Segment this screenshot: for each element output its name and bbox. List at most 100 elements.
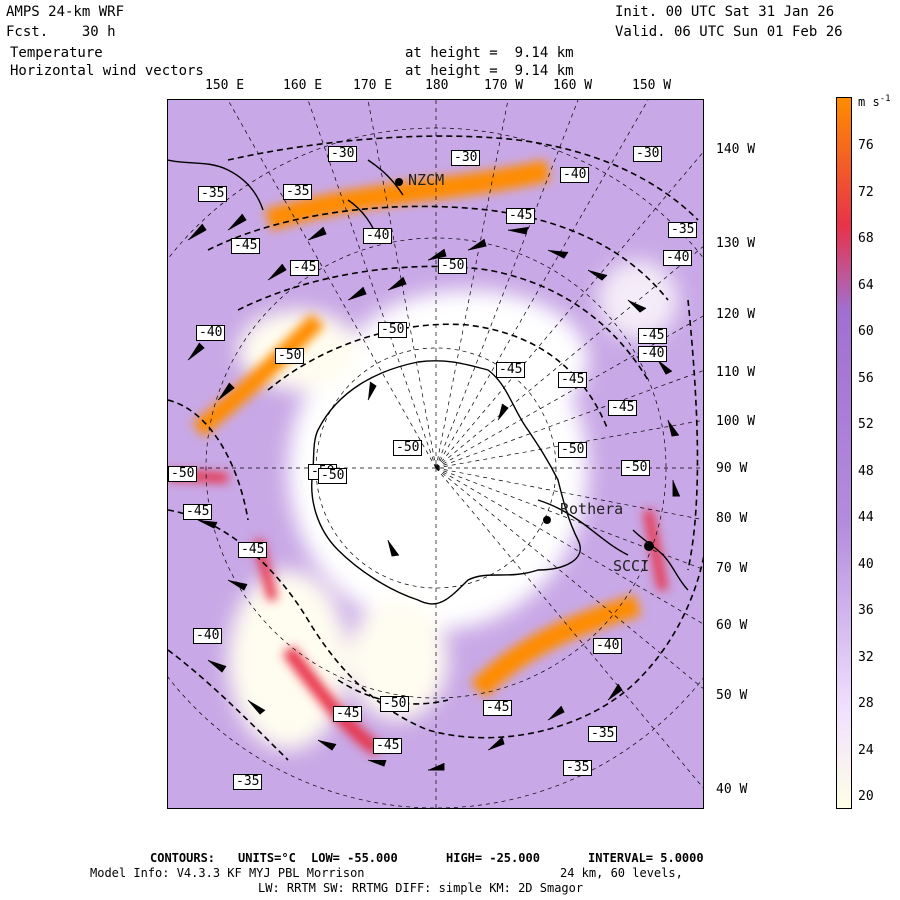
contour-label: -45	[496, 362, 526, 378]
colorbar-tick-label: 48	[858, 463, 874, 479]
colorbar-tick-label: 20	[858, 789, 874, 804]
field-label-temperature: Temperature	[10, 45, 103, 61]
contours-low: LOW= -55.000	[311, 851, 398, 865]
field-label-wind: Horizontal wind vectors	[10, 63, 204, 79]
colorbar-tick-label: 44	[858, 510, 874, 525]
contour-label: -35	[198, 186, 228, 202]
contour-label: -40	[196, 325, 226, 341]
contour-label: -50	[558, 442, 588, 458]
colorbar-tick-label: 64	[858, 277, 874, 293]
contour-label: -30	[328, 146, 358, 162]
station-label-nzcm: NZCM	[408, 171, 445, 189]
contour-label: -35	[233, 774, 263, 790]
colorbar-unit-exp: -1	[879, 94, 891, 104]
colorbar-tick-label: 76	[858, 138, 874, 153]
valid-time: Valid. 06 UTC Sun 01 Feb 26	[615, 24, 843, 40]
station-label-scci: SCCI	[613, 557, 650, 575]
lon-label: 150 E	[205, 78, 245, 93]
lon-label: 170 E	[353, 78, 393, 93]
contour-label: -40	[663, 250, 693, 266]
lon-label: 180	[425, 78, 449, 93]
colorbar-tick-label: 24	[858, 742, 874, 758]
lon-label: 160 E	[283, 78, 323, 93]
physics-info: LW: RRTM SW: RRTMG DIFF: simple KM: 2D S…	[258, 881, 584, 895]
contour-label: -35	[283, 184, 313, 200]
contour-label: -40	[193, 628, 223, 644]
contour-label: -45	[483, 700, 513, 716]
contour-label: -30	[451, 150, 481, 166]
model-title: AMPS 24-km WRF	[6, 4, 125, 20]
contour-label: -50	[393, 440, 423, 456]
grid-info: 24 km, 60 levels,	[560, 866, 683, 880]
station-label-rothera: Rothera	[560, 500, 624, 518]
south-america-coast	[632, 529, 689, 591]
height-label-2: at height = 9.14 km	[405, 63, 574, 79]
lon-label-right: 140 W	[716, 142, 756, 157]
australia-coast	[168, 159, 264, 211]
colorbar-tick-label: 68	[858, 231, 874, 246]
colorbar-tick-label: 28	[858, 696, 874, 711]
contour-label: -50	[438, 258, 468, 274]
lon-label: 160 W	[553, 78, 593, 93]
contour-label: -45	[290, 260, 320, 276]
contour-label: -45	[183, 504, 213, 520]
lon-label: 150 W	[632, 78, 672, 93]
contour-label: -45	[231, 238, 261, 254]
contours-units: UNITS=°C	[238, 851, 296, 865]
contour-label: -50	[168, 466, 198, 482]
contour-label: -50	[275, 348, 305, 364]
contour-label: -40	[560, 167, 590, 183]
contour-label: -45	[608, 400, 638, 416]
contour-label: -35	[588, 726, 618, 742]
contour-label: -45	[558, 372, 588, 388]
contour-label: -50	[318, 468, 348, 484]
model-info: Model Info: V4.3.3 KF MYJ PBL Morrison	[90, 866, 365, 880]
contour-label: -45	[238, 542, 268, 558]
contour-label: -30	[633, 146, 663, 162]
contour-label: -50	[621, 460, 651, 476]
contours-high: HIGH= -25.000	[446, 851, 540, 865]
lon-label-right: 50 W	[716, 688, 748, 703]
station-marker-rothera	[543, 516, 551, 524]
lon-label-right: 110 W	[716, 365, 756, 380]
antarctica-coastline	[311, 360, 581, 605]
contour-label: -40	[638, 346, 668, 362]
wind-barbs	[187, 213, 680, 771]
colorbar-tick-label: 72	[858, 184, 874, 200]
contour-label: -50	[378, 322, 408, 338]
contour-label: -35	[563, 760, 593, 776]
weather-map: NZCM Rothera SCCI -30 -35 -35 -30 -40 -30 -40 -…	[167, 99, 704, 809]
lon-label-right: 130 W	[716, 236, 756, 251]
colorbar-tick-label: 60	[858, 324, 874, 339]
lon-label-right: 120 W	[716, 307, 756, 322]
contour-label: -35	[668, 222, 698, 238]
contour-label: -45	[333, 706, 363, 722]
colorbar-unit: m s-1	[858, 94, 891, 109]
station-marker-nzcm	[395, 178, 403, 186]
antarctic-peninsula	[537, 499, 629, 556]
contour-label: -45	[506, 208, 536, 224]
contour-label: -45	[373, 738, 403, 754]
contour-label: -45	[638, 328, 668, 344]
station-marker-scci	[644, 541, 654, 551]
lon-label-right: 90 W	[716, 461, 748, 476]
contour-label: -40	[593, 638, 623, 654]
lon-label-right: 40 W	[716, 782, 748, 797]
contour-label: -50	[380, 696, 410, 712]
colorbar-unit-text: m s	[858, 95, 880, 109]
lon-label-right: 80 W	[716, 511, 748, 526]
contours-interval: INTERVAL= 5.0000	[588, 851, 704, 865]
contours-label: CONTOURS:	[150, 851, 216, 865]
forecast-hour: Fcst. 30 h	[6, 24, 116, 40]
colorbar-tick-label: 52	[858, 417, 874, 432]
wind-speed-colorbar	[836, 97, 852, 809]
init-time: Init. 00 UTC Sat 31 Jan 26	[615, 4, 835, 20]
height-label-1: at height = 9.14 km	[405, 45, 574, 61]
colorbar-tick-label: 56	[858, 370, 874, 386]
colorbar-tick-label: 36	[858, 603, 874, 618]
contour-label: -40	[363, 228, 393, 244]
station-markers	[395, 178, 654, 551]
colorbar-tick-label: 40	[858, 556, 874, 572]
lon-label-right: 70 W	[716, 561, 748, 576]
lon-label: 170 W	[484, 78, 524, 93]
